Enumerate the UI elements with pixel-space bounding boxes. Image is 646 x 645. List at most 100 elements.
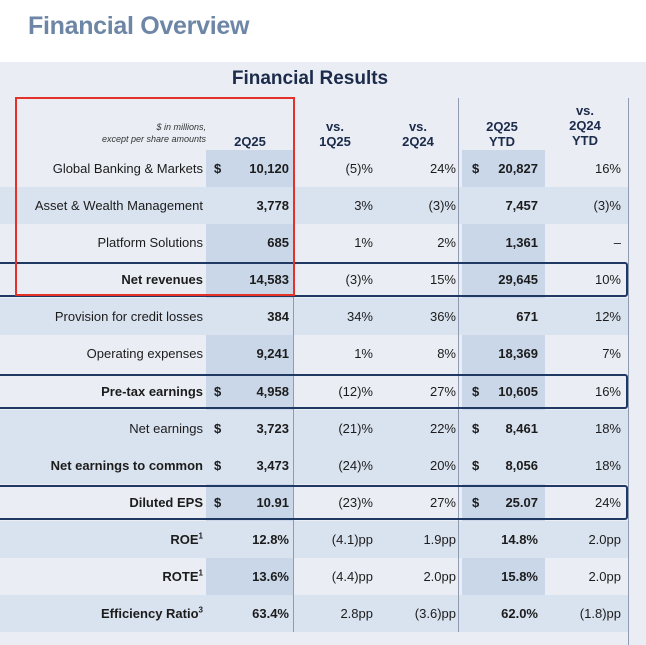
header-vs-2q24-ytd: vs. 2Q24 YTD bbox=[569, 103, 601, 148]
value-vs-2q24-ytd: (1.8)pp bbox=[579, 606, 621, 621]
value-2q25-ytd: 7,457 bbox=[505, 198, 538, 213]
table-row: Asset & Wealth Management 3,778 3% (3)% … bbox=[0, 187, 640, 224]
value-vs-2q24: 36% bbox=[429, 309, 456, 324]
row-label: Diluted EPS bbox=[129, 495, 203, 510]
value-2q25: 3,778 bbox=[256, 198, 289, 213]
diluted-eps-box bbox=[0, 485, 628, 520]
value-2q25-ytd: 8,461 bbox=[505, 421, 538, 436]
value-vs-2q24: 15% bbox=[429, 272, 456, 287]
table-row-pre-tax-earnings: Pre-tax earnings $ 4,958 (12)% 27% $ 10,… bbox=[0, 373, 640, 410]
dollar-sign: $ bbox=[214, 161, 222, 176]
row-band bbox=[0, 447, 628, 484]
value-vs-2q24: (3.6)pp bbox=[414, 606, 456, 621]
value-vs-1q25: 1% bbox=[354, 235, 373, 250]
value-2q25-ytd: 20,827 bbox=[498, 161, 538, 176]
footnote-marker: 1 bbox=[198, 531, 203, 541]
column-divider bbox=[293, 150, 294, 632]
column-divider bbox=[458, 98, 459, 632]
header-2q25: 2Q25 bbox=[234, 134, 266, 149]
value-2q25: 63.4% bbox=[252, 606, 289, 621]
value-vs-2q24-ytd: 7% bbox=[602, 346, 621, 361]
value-vs-2q24-ytd: 10% bbox=[594, 272, 621, 287]
dollar-sign: $ bbox=[214, 458, 222, 473]
dollar-sign: $ bbox=[472, 384, 480, 399]
table-row: Provision for credit losses 384 34% 36% … bbox=[0, 298, 640, 335]
value-2q25: 384 bbox=[267, 309, 289, 324]
value-vs-1q25: (5)% bbox=[345, 161, 373, 176]
value-2q25: 4,958 bbox=[256, 384, 289, 399]
header-vs-2q24: vs. 2Q24 bbox=[402, 119, 434, 149]
value-vs-2q24-ytd: 24% bbox=[594, 495, 621, 510]
footnote-marker: 3 bbox=[198, 605, 203, 615]
value-2q25-ytd: 671 bbox=[516, 309, 538, 324]
value-vs-1q25: 34% bbox=[346, 309, 373, 324]
value-vs-2q24-ytd: 18% bbox=[594, 421, 621, 436]
value-vs-1q25: 3% bbox=[354, 198, 373, 213]
table-row-efficiency-ratio: Efficiency Ratio3 63.4% 2.8pp (3.6)pp 62… bbox=[0, 595, 640, 632]
value-2q25-ytd: 1,361 bbox=[505, 235, 538, 250]
value-vs-2q24: 2.0pp bbox=[423, 569, 456, 584]
value-vs-2q24-ytd: 2.0pp bbox=[588, 532, 621, 547]
value-vs-2q24: 1.9pp bbox=[423, 532, 456, 547]
table-row-diluted-eps: Diluted EPS $ 10.91 (23)% 27% $ 25.07 24… bbox=[0, 484, 640, 521]
page-title: Financial Overview bbox=[28, 12, 250, 40]
units-note: $ in millions, except per share amounts bbox=[101, 122, 206, 144]
footnote-marker: 1 bbox=[198, 568, 203, 578]
dollar-sign: $ bbox=[214, 421, 222, 436]
value-vs-1q25: (4.4)pp bbox=[331, 569, 373, 584]
value-vs-1q25: 2.8pp bbox=[340, 606, 373, 621]
value-vs-2q24: 2% bbox=[437, 235, 456, 250]
value-2q25: 3,473 bbox=[256, 458, 289, 473]
value-vs-1q25: (4.1)pp bbox=[331, 532, 373, 547]
value-vs-2q24-ytd: 16% bbox=[594, 384, 621, 399]
table-row-rote: ROTE1 13.6% (4.4)pp 2.0pp 15.8% 2.0pp bbox=[0, 558, 640, 595]
value-2q25: 13.6% bbox=[252, 569, 289, 584]
value-2q25: 9,241 bbox=[256, 346, 289, 361]
value-vs-2q24: 27% bbox=[429, 384, 456, 399]
value-2q25-ytd: 10,605 bbox=[498, 384, 538, 399]
row-band bbox=[0, 595, 628, 632]
value-2q25-ytd: 29,645 bbox=[498, 272, 538, 287]
value-vs-2q24-ytd: 2.0pp bbox=[588, 569, 621, 584]
value-vs-2q24: (3)% bbox=[428, 198, 456, 213]
row-band bbox=[0, 187, 628, 224]
value-2q25: 10.91 bbox=[256, 495, 289, 510]
value-vs-2q24-ytd: – bbox=[613, 235, 621, 250]
value-2q25-ytd: 14.8% bbox=[501, 532, 538, 547]
column-divider bbox=[628, 98, 629, 645]
value-2q25-ytd: 25.07 bbox=[505, 495, 538, 510]
table-row: Global Banking & Markets $ 10,120 (5)% 2… bbox=[0, 150, 640, 187]
value-2q25: 3,723 bbox=[256, 421, 289, 436]
row-label: Net earnings to common bbox=[50, 458, 203, 473]
row-label: Net revenues bbox=[121, 272, 203, 287]
table-row-net-earnings-to-common: Net earnings to common $ 3,473 (24)% 20%… bbox=[0, 447, 640, 484]
value-vs-1q25: 1% bbox=[354, 346, 373, 361]
table-row-roe: ROE1 12.8% (4.1)pp 1.9pp 14.8% 2.0pp bbox=[0, 521, 640, 558]
header-vs-1q25: vs. 1Q25 bbox=[319, 119, 351, 149]
value-vs-1q25: (12)% bbox=[338, 384, 373, 399]
dollar-sign: $ bbox=[472, 421, 480, 436]
dollar-sign: $ bbox=[214, 384, 222, 399]
value-vs-2q24: 20% bbox=[429, 458, 456, 473]
row-band bbox=[0, 521, 628, 558]
row-label: Operating expenses bbox=[86, 346, 203, 361]
row-label: ROTE1 bbox=[162, 568, 203, 584]
value-vs-2q24: 27% bbox=[429, 495, 456, 510]
value-vs-1q25: (3)% bbox=[345, 272, 373, 287]
value-2q25-ytd: 15.8% bbox=[501, 569, 538, 584]
value-vs-2q24: 24% bbox=[429, 161, 456, 176]
row-label: Net earnings bbox=[129, 421, 203, 436]
value-2q25: 10,120 bbox=[249, 161, 289, 176]
table-title: Financial Results bbox=[231, 68, 389, 89]
row-label: Efficiency Ratio3 bbox=[101, 605, 203, 621]
value-2q25-ytd: 62.0% bbox=[501, 606, 538, 621]
dollar-sign: $ bbox=[472, 495, 480, 510]
value-2q25-ytd: 8,056 bbox=[505, 458, 538, 473]
row-band bbox=[0, 298, 628, 335]
pre-tax-earnings-box bbox=[0, 374, 628, 409]
table-row: Net earnings $ 3,723 (21)% 22% $ 8,461 1… bbox=[0, 410, 640, 447]
row-label: Provision for credit losses bbox=[54, 309, 203, 324]
value-2q25-ytd: 18,369 bbox=[498, 346, 538, 361]
revenue-highlight-box bbox=[15, 97, 295, 296]
row-label: Platform Solutions bbox=[97, 235, 204, 250]
